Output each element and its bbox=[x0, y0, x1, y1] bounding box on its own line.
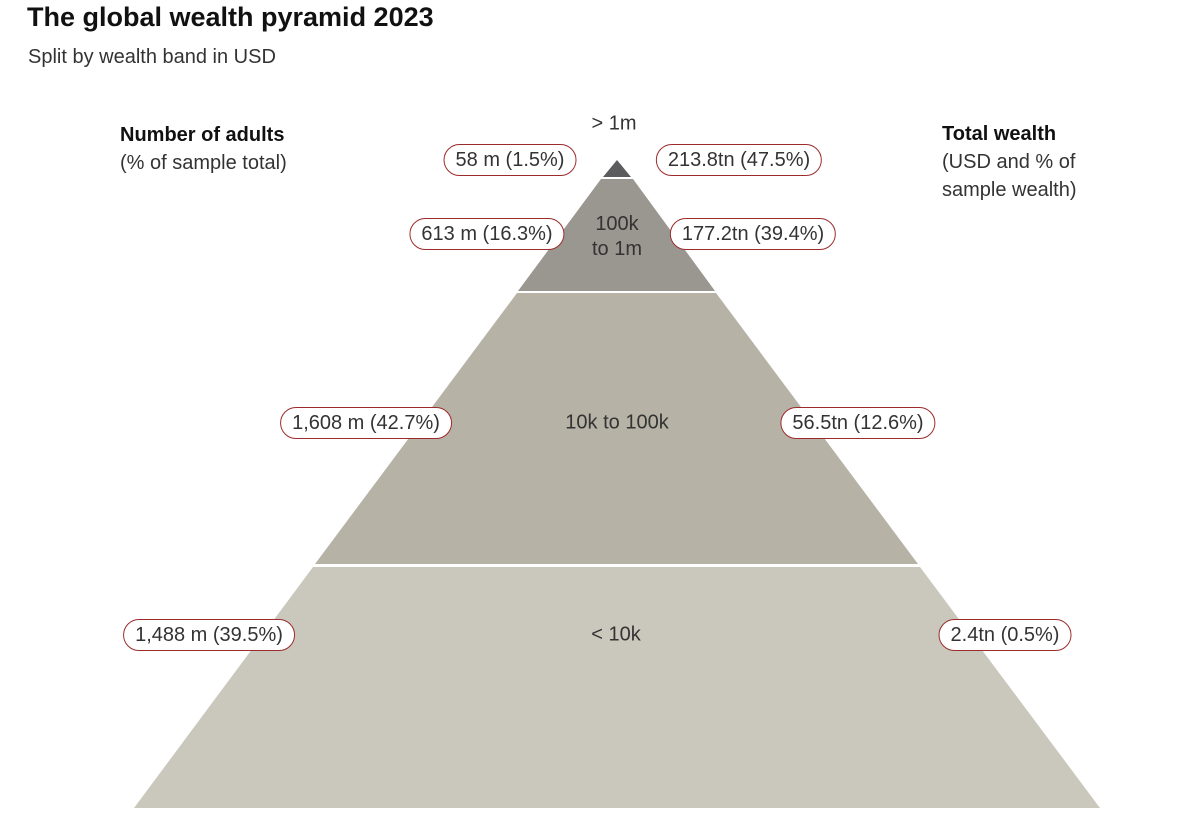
wealth-pill-upper: 177.2tn (39.4%) bbox=[669, 218, 837, 250]
wealth-pill-middle: 56.5tn (12.6%) bbox=[780, 407, 936, 439]
wealth-subheading-line2: sample wealth) bbox=[942, 179, 1077, 201]
band-label-upper: 100k to 1m bbox=[591, 213, 643, 260]
band-label-middle: 10k to 100k bbox=[565, 411, 669, 434]
adults-pill-upper: 613 m (16.3%) bbox=[409, 218, 565, 250]
band-middle-segment bbox=[315, 293, 918, 564]
band-label-base: < 10k bbox=[591, 623, 641, 646]
adults-pill-middle: 1,608 m (42.7%) bbox=[280, 407, 452, 439]
adults-column-header: Number of adults (% of sample total) bbox=[120, 121, 287, 177]
page-title: The global wealth pyramid 2023 bbox=[27, 2, 434, 32]
band-base-segment bbox=[134, 567, 1100, 808]
band-upper-segment bbox=[518, 179, 715, 291]
wealth-column-header: Total wealth (USD and % of sample wealth… bbox=[942, 120, 1077, 204]
adults-subheading: (% of sample total) bbox=[120, 152, 287, 174]
band-top-segment bbox=[603, 160, 631, 177]
band-label-top: > 1m bbox=[591, 112, 637, 135]
wealth-heading: Total wealth bbox=[942, 123, 1057, 145]
wealth-pill-base: 2.4tn (0.5%) bbox=[938, 619, 1072, 651]
wealth-pill-top: 213.8tn (47.5%) bbox=[655, 144, 823, 176]
page-subtitle: Split by wealth band in USD bbox=[28, 46, 276, 68]
wealth-subheading-line1: (USD and % of bbox=[942, 151, 1076, 173]
adults-pill-base: 1,488 m (39.5%) bbox=[123, 619, 295, 651]
adults-pill-top: 58 m (1.5%) bbox=[443, 144, 577, 176]
adults-heading: Number of adults bbox=[120, 124, 285, 146]
